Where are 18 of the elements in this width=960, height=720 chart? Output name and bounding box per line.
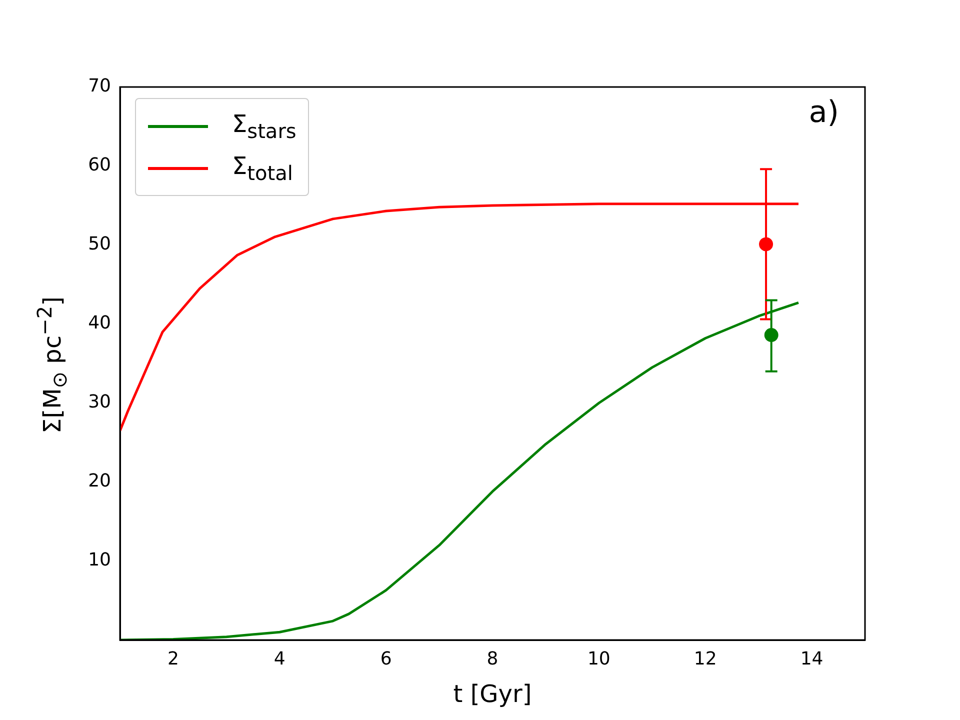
x-tick-label: 10 [587,648,610,670]
x-tick-label: 12 [694,648,717,670]
y-tick-label: 40 [88,312,111,334]
y-tick-label: 20 [88,470,111,492]
y-tick-label: 10 [88,550,111,571]
legend-label: Σ$_{stars}$ [232,110,296,142]
y-tick-label: 60 [88,154,111,176]
x-axis-title: t [Gyr] [452,680,533,708]
y-tick-label: 70 [88,76,111,97]
y-tick-label: 30 [88,392,111,413]
y-tick-label: 50 [88,234,111,255]
annotation: a) [808,94,839,130]
x-tick-label: 14 [800,648,824,670]
x-tick-label: 4 [274,648,286,670]
x-tick-label: 2 [167,648,179,670]
x-tick-label: 8 [486,648,498,670]
legend-label: Σ$_{total}$ [232,152,293,184]
x-tick-label: 6 [380,648,392,670]
